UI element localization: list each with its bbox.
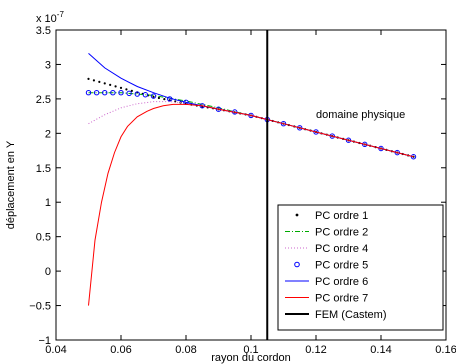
series-pc-ordre-5-point [126, 90, 132, 97]
x-tick-label: 0.1 [243, 344, 258, 356]
series-pc-ordre-1-point [98, 80, 101, 83]
y-tick-label: 3.5 [36, 25, 51, 37]
series-pc-ordre-1-point [152, 95, 155, 98]
series-pc-ordre-7-line [88, 103, 414, 306]
legend-box [277, 204, 444, 331]
series-pc-ordre-5-point [102, 89, 108, 96]
legend-label: PC ordre 6 [315, 276, 368, 288]
series-pc-ordre-5-point [110, 89, 116, 96]
series-pc-ordre-5-point [297, 125, 303, 131]
legend: PC ordre 1 PC ordre 2 PC ordre 4 PC ordre 5… [277, 204, 444, 331]
x-tick-label: 0.06 [110, 344, 131, 356]
y-tick-label: −0.5 [29, 301, 51, 313]
y-exponent-label: x 10-7 [36, 10, 64, 25]
legend-label: PC ordre 5 [315, 260, 368, 272]
y-axis-label: déplacement en Y [5, 140, 17, 229]
legend-entry-pc-ordre-6: PC ordre 6 [285, 276, 368, 288]
series-pc-ordre-5-point [410, 154, 417, 160]
x-tick-label: 0.08 [175, 344, 196, 356]
y-tick-label: 1 [45, 197, 51, 209]
legend-entry-pc-ordre-4: PC ordre 4 [285, 243, 368, 255]
series-pc-ordre-1-point [130, 89, 133, 92]
series-pc-ordre-1-point [163, 98, 166, 101]
series-pc-ordre-5-point [142, 92, 149, 98]
legend-label: FEM (Castem) [315, 309, 387, 321]
series-pc-ordre-5-point [118, 89, 124, 96]
legend-entry-fem-castem: FEM (Castem) [285, 309, 387, 321]
x-axis-ticks: 0.04 0.06 0.08 0.1 0.12 0.14 0.16 [45, 30, 456, 356]
legend-marker [295, 213, 299, 217]
series-pc-ordre-1-point [87, 77, 90, 81]
series-pc-ordre-7 [88, 103, 414, 306]
series-pc-ordre-1-point [92, 79, 96, 82]
series-pc-ordre-5-point [313, 129, 319, 135]
legend-label: PC ordre 4 [315, 243, 368, 255]
series-pc-ordre-1-point [157, 96, 161, 100]
y-tick-label: 0 [45, 266, 51, 278]
series-pc-ordre-1-point [119, 86, 123, 89]
series-pc-ordre-5-point [362, 141, 368, 148]
y-tick-label: 2.5 [36, 94, 51, 106]
y-tick-label: 0.5 [36, 232, 51, 244]
x-tick-label: 0.14 [370, 344, 391, 356]
series-pc-ordre-5-point [280, 120, 287, 127]
series-pc-ordre-5-point [85, 89, 92, 96]
y-tick-label: 1.5 [36, 163, 51, 175]
legend-marker [294, 261, 300, 268]
series-layer [85, 30, 417, 340]
series-pc-ordre-5-point [345, 137, 352, 143]
series-pc-ordre-1-point [114, 85, 117, 88]
x-tick-label: 0.16 [435, 344, 456, 356]
y-tick-label: −1 [38, 335, 51, 347]
series-pc-ordre-5-point [93, 89, 100, 96]
annotation-domaine-physique: domaine physique [316, 109, 405, 121]
series-pc-ordre-5-point [378, 145, 384, 152]
legend-entry-pc-ordre-7: PC ordre 7 [285, 293, 368, 305]
legend-label: PC ordre 1 [315, 210, 368, 222]
series-pc-ordre-1-point [109, 83, 112, 86]
legend-entry-pc-ordre-2: PC ordre 2 [285, 227, 368, 239]
y-tick-label: 2 [45, 128, 51, 140]
series-pc-ordre-5-point [150, 93, 157, 99]
x-tick-label: 0.12 [305, 344, 326, 356]
series-pc-ordre-5-point [329, 133, 335, 139]
x-axis-label: rayon du cordon [211, 352, 291, 364]
legend-entry-pc-ordre-1: PC ordre 1 [295, 210, 368, 222]
legend-label: PC ordre 2 [315, 227, 368, 239]
x-tick-label: 0.04 [45, 344, 66, 356]
series-pc-ordre-5-point [134, 91, 140, 97]
y-tick-label: 3 [45, 59, 51, 71]
series-pc-ordre-1-point [103, 82, 106, 85]
series-pc-ordre-5-point [394, 149, 400, 156]
legend-entry-pc-ordre-5: PC ordre 5 [294, 260, 368, 272]
series-pc-ordre-1-point [125, 88, 128, 91]
legend-label: PC ordre 7 [315, 293, 368, 305]
